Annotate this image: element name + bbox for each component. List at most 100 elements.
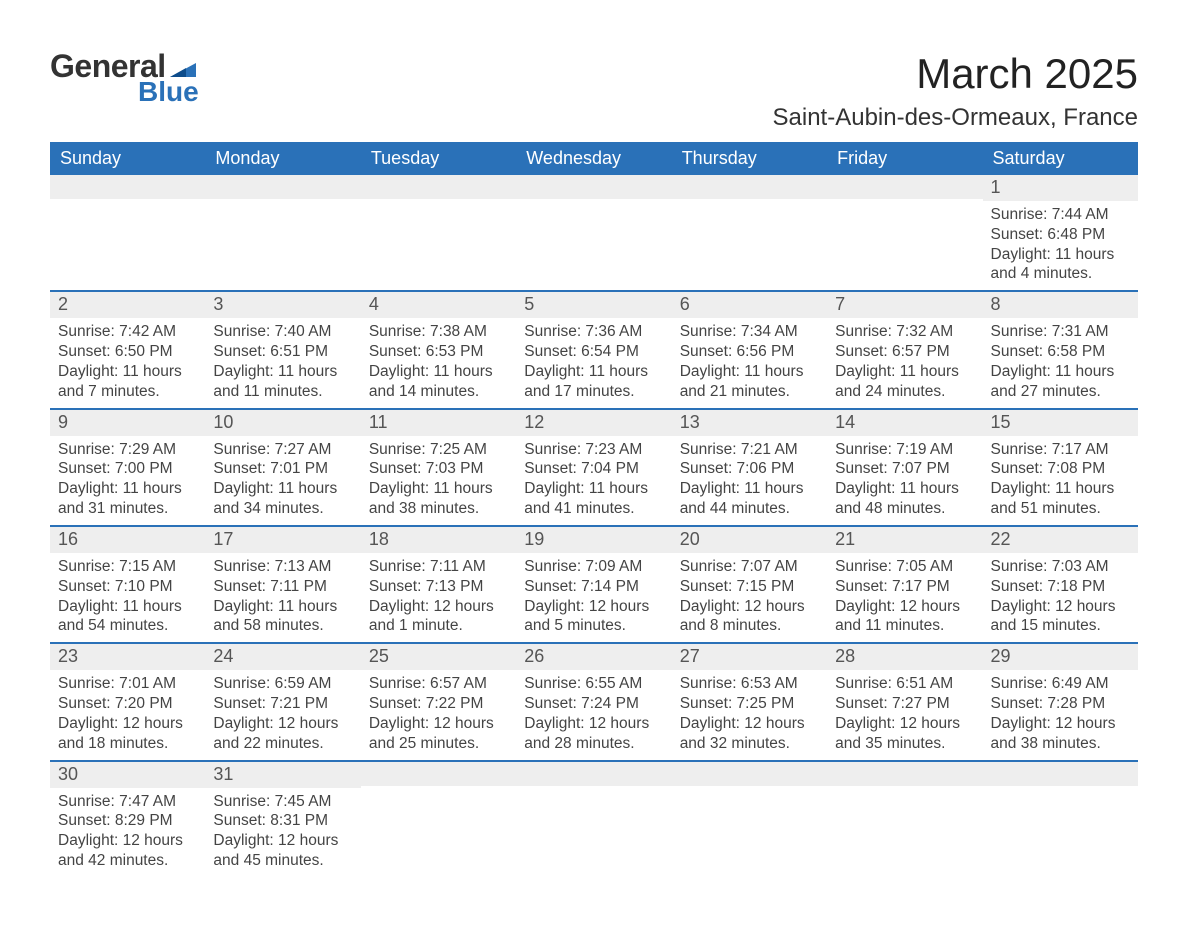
sunset-line: Sunset: 7:25 PM	[680, 694, 819, 714]
daylight-line: Daylight: 12 hours and 42 minutes.	[58, 831, 197, 871]
day-details: Sunrise: 7:34 AMSunset: 6:56 PMDaylight:…	[672, 318, 827, 407]
day-number: 12	[516, 410, 671, 436]
calendar-day-cell: 27Sunrise: 6:53 AMSunset: 7:25 PMDayligh…	[672, 643, 827, 760]
day-details: Sunrise: 7:38 AMSunset: 6:53 PMDaylight:…	[361, 318, 516, 407]
sunrise-line: Sunrise: 7:38 AM	[369, 322, 508, 342]
day-details: Sunrise: 6:53 AMSunset: 7:25 PMDaylight:…	[672, 670, 827, 759]
calendar-day-cell: 7Sunrise: 7:32 AMSunset: 6:57 PMDaylight…	[827, 291, 982, 408]
sunrise-line: Sunrise: 7:36 AM	[524, 322, 663, 342]
sunrise-line: Sunrise: 7:27 AM	[213, 440, 352, 460]
sunset-line: Sunset: 7:00 PM	[58, 459, 197, 479]
weekday-header: Friday	[827, 142, 982, 175]
header: General Blue March 2025 Saint-Aubin-des-…	[50, 50, 1138, 132]
sunrise-line: Sunrise: 7:09 AM	[524, 557, 663, 577]
sunset-line: Sunset: 6:57 PM	[835, 342, 974, 362]
day-number: 21	[827, 527, 982, 553]
calendar-empty-cell	[672, 761, 827, 877]
sunrise-line: Sunrise: 7:34 AM	[680, 322, 819, 342]
day-details: Sunrise: 7:07 AMSunset: 7:15 PMDaylight:…	[672, 553, 827, 642]
day-details: Sunrise: 7:45 AMSunset: 8:31 PMDaylight:…	[205, 788, 360, 877]
day-number: 2	[50, 292, 205, 318]
day-number: 9	[50, 410, 205, 436]
calendar-empty-cell	[827, 761, 982, 877]
daylight-line: Daylight: 11 hours and 54 minutes.	[58, 597, 197, 637]
day-details: Sunrise: 6:51 AMSunset: 7:27 PMDaylight:…	[827, 670, 982, 759]
sunrise-line: Sunrise: 7:40 AM	[213, 322, 352, 342]
sunrise-line: Sunrise: 6:57 AM	[369, 674, 508, 694]
day-details: Sunrise: 6:59 AMSunset: 7:21 PMDaylight:…	[205, 670, 360, 759]
daylight-line: Daylight: 11 hours and 48 minutes.	[835, 479, 974, 519]
day-details: Sunrise: 7:03 AMSunset: 7:18 PMDaylight:…	[983, 553, 1138, 642]
daylight-line: Daylight: 11 hours and 4 minutes.	[991, 245, 1130, 285]
calendar-day-cell: 22Sunrise: 7:03 AMSunset: 7:18 PMDayligh…	[983, 526, 1138, 643]
daylight-line: Daylight: 12 hours and 5 minutes.	[524, 597, 663, 637]
daylight-line: Daylight: 11 hours and 17 minutes.	[524, 362, 663, 402]
calendar-day-cell: 26Sunrise: 6:55 AMSunset: 7:24 PMDayligh…	[516, 643, 671, 760]
sunrise-line: Sunrise: 7:05 AM	[835, 557, 974, 577]
calendar-day-cell: 18Sunrise: 7:11 AMSunset: 7:13 PMDayligh…	[361, 526, 516, 643]
calendar-day-cell: 4Sunrise: 7:38 AMSunset: 6:53 PMDaylight…	[361, 291, 516, 408]
daylight-line: Daylight: 12 hours and 28 minutes.	[524, 714, 663, 754]
day-details: Sunrise: 7:44 AMSunset: 6:48 PMDaylight:…	[983, 201, 1138, 290]
daylight-line: Daylight: 12 hours and 32 minutes.	[680, 714, 819, 754]
day-number: 7	[827, 292, 982, 318]
daylight-line: Daylight: 11 hours and 27 minutes.	[991, 362, 1130, 402]
weekday-header: Wednesday	[516, 142, 671, 175]
calendar-day-cell: 21Sunrise: 7:05 AMSunset: 7:17 PMDayligh…	[827, 526, 982, 643]
sunrise-line: Sunrise: 7:23 AM	[524, 440, 663, 460]
day-number: 18	[361, 527, 516, 553]
sunset-line: Sunset: 7:14 PM	[524, 577, 663, 597]
sunrise-line: Sunrise: 7:31 AM	[991, 322, 1130, 342]
calendar-day-cell: 28Sunrise: 6:51 AMSunset: 7:27 PMDayligh…	[827, 643, 982, 760]
daylight-line: Daylight: 11 hours and 44 minutes.	[680, 479, 819, 519]
weekday-header: Saturday	[983, 142, 1138, 175]
sunrise-line: Sunrise: 7:42 AM	[58, 322, 197, 342]
calendar-week-row: 23Sunrise: 7:01 AMSunset: 7:20 PMDayligh…	[50, 643, 1138, 760]
day-details: Sunrise: 7:31 AMSunset: 6:58 PMDaylight:…	[983, 318, 1138, 407]
brand-word-2: Blue	[138, 78, 199, 106]
day-number: 19	[516, 527, 671, 553]
daylight-line: Daylight: 11 hours and 7 minutes.	[58, 362, 197, 402]
sunset-line: Sunset: 7:04 PM	[524, 459, 663, 479]
day-number: 16	[50, 527, 205, 553]
sunset-line: Sunset: 7:18 PM	[991, 577, 1130, 597]
sunrise-line: Sunrise: 6:53 AM	[680, 674, 819, 694]
calendar-day-cell: 17Sunrise: 7:13 AMSunset: 7:11 PMDayligh…	[205, 526, 360, 643]
sunset-line: Sunset: 8:31 PM	[213, 811, 352, 831]
sunrise-line: Sunrise: 7:32 AM	[835, 322, 974, 342]
calendar-header-row: SundayMondayTuesdayWednesdayThursdayFrid…	[50, 142, 1138, 175]
daylight-line: Daylight: 11 hours and 38 minutes.	[369, 479, 508, 519]
sunset-line: Sunset: 7:03 PM	[369, 459, 508, 479]
day-details: Sunrise: 7:11 AMSunset: 7:13 PMDaylight:…	[361, 553, 516, 642]
daylight-line: Daylight: 12 hours and 18 minutes.	[58, 714, 197, 754]
day-number: 11	[361, 410, 516, 436]
sunrise-line: Sunrise: 7:07 AM	[680, 557, 819, 577]
sunrise-line: Sunrise: 7:21 AM	[680, 440, 819, 460]
daylight-line: Daylight: 12 hours and 22 minutes.	[213, 714, 352, 754]
daylight-line: Daylight: 11 hours and 58 minutes.	[213, 597, 352, 637]
calendar-empty-cell	[361, 175, 516, 291]
sunset-line: Sunset: 6:48 PM	[991, 225, 1130, 245]
day-details: Sunrise: 6:49 AMSunset: 7:28 PMDaylight:…	[983, 670, 1138, 759]
sunrise-line: Sunrise: 7:03 AM	[991, 557, 1130, 577]
day-number: 27	[672, 644, 827, 670]
day-details: Sunrise: 7:21 AMSunset: 7:06 PMDaylight:…	[672, 436, 827, 525]
calendar-empty-cell	[827, 175, 982, 291]
day-number: 10	[205, 410, 360, 436]
sunset-line: Sunset: 7:22 PM	[369, 694, 508, 714]
sunset-line: Sunset: 7:17 PM	[835, 577, 974, 597]
brand-logo: General Blue	[50, 50, 199, 106]
sunrise-line: Sunrise: 7:17 AM	[991, 440, 1130, 460]
day-details: Sunrise: 6:57 AMSunset: 7:22 PMDaylight:…	[361, 670, 516, 759]
calendar-day-cell: 10Sunrise: 7:27 AMSunset: 7:01 PMDayligh…	[205, 409, 360, 526]
calendar-empty-cell	[50, 175, 205, 291]
calendar-day-cell: 23Sunrise: 7:01 AMSunset: 7:20 PMDayligh…	[50, 643, 205, 760]
daylight-line: Daylight: 11 hours and 34 minutes.	[213, 479, 352, 519]
day-number: 3	[205, 292, 360, 318]
sunset-line: Sunset: 6:53 PM	[369, 342, 508, 362]
day-number: 20	[672, 527, 827, 553]
day-number: 6	[672, 292, 827, 318]
calendar-empty-cell	[983, 761, 1138, 877]
day-details: Sunrise: 7:15 AMSunset: 7:10 PMDaylight:…	[50, 553, 205, 642]
calendar-week-row: 9Sunrise: 7:29 AMSunset: 7:00 PMDaylight…	[50, 409, 1138, 526]
